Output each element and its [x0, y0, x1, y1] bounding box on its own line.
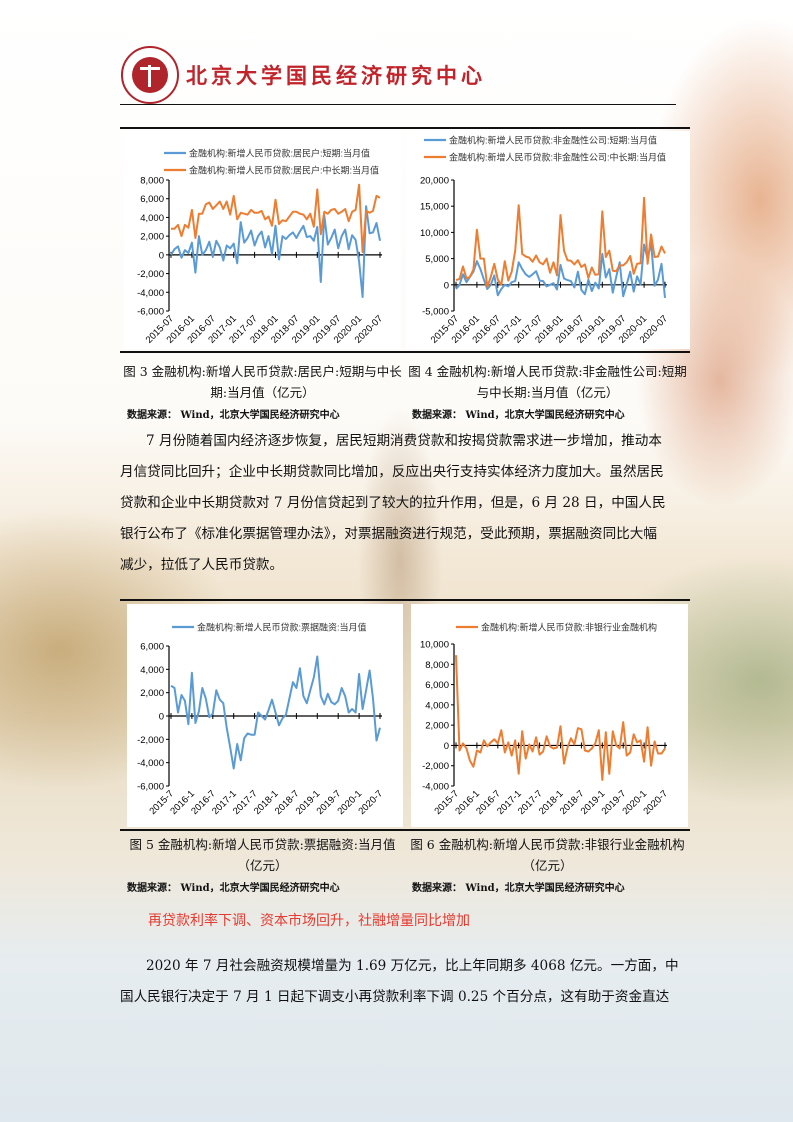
chart-fig4: 20,000 15,000 10,000 5,000 0 -5,000 2015-07 201…: [406, 131, 690, 349]
series-line: [455, 655, 666, 781]
y-tick-label: 6,000: [425, 680, 449, 691]
figure-bottom-rule: [120, 351, 690, 353]
fig5-source: 数据来源： Wind，北京大学国民经济研究中心: [127, 883, 340, 894]
y-tick-label: 0: [159, 712, 164, 723]
fig6-caption: 图 6 金融机构:新增人民币贷款:非银行业金融机构 （亿元）: [405, 834, 690, 876]
y-tick-label: 0: [444, 741, 449, 752]
chart-fig5: 6,000 4,000 2,000 0 -2,000 -4,000 -6,000 2015-7…: [127, 604, 403, 827]
fig6-source: 数据来源： Wind，北京大学国民经济研究中心: [412, 883, 625, 894]
y-tick-label: 0: [444, 280, 449, 291]
fig4-source: 数据来源： Wind，北京大学国民经济研究中心: [412, 410, 625, 421]
caption-line: 图 3 金融机构:新增人民币贷款:居民户:短期与中长: [123, 364, 402, 379]
fig5-caption: 图 5 金融机构:新增人民币贷款:票据融资:当月值 （亿元）: [120, 834, 405, 876]
y-tick-label: 2,000: [140, 232, 164, 243]
y-tick-label: 20,000: [420, 176, 449, 187]
series-line: [171, 183, 381, 254]
y-tick-label: 2,000: [140, 688, 164, 699]
y-tick-label: -5,000: [422, 307, 449, 318]
y-tick-label: -4,000: [137, 288, 164, 299]
y-tick-label: -4,000: [422, 782, 449, 793]
y-tick-label: 4,000: [140, 213, 164, 224]
peking-university-logo: [121, 46, 179, 104]
fig3-caption: 图 3 金融机构:新增人民币贷款:居民户:短期与中长 期:当月值（亿元）: [120, 361, 405, 403]
y-tick-label: 10,000: [420, 228, 449, 239]
y-tick-label: 8,000: [140, 176, 164, 187]
caption-line: 图 6 金融机构:新增人民币贷款:非银行业金融机构: [410, 837, 685, 852]
y-tick-label: 5,000: [425, 254, 449, 265]
text-line: 2020 年 7 月社会融资规模增量为 1.69 万亿元，比上年同期多 4068…: [146, 958, 679, 974]
text-line: 国人民银行决定于 7 月 1 日起下调支小再贷款利率下调 0.25 个百分点，这…: [120, 989, 670, 1005]
section-heading: 再贷款利率下调、资本市场回升，社融增量同比增加: [148, 913, 470, 929]
y-tick-label: -6,000: [137, 307, 164, 318]
y-tick-label: 10,000: [420, 640, 449, 651]
caption-line: 期:当月值（亿元）: [210, 385, 315, 400]
text-line: 减少，拉低了人民币贷款。: [120, 557, 284, 573]
figure-bottom-rule: [120, 829, 690, 831]
y-tick-label: 4,000: [140, 665, 164, 676]
figure-top-rule: [120, 127, 690, 129]
fig4-caption: 图 4 金融机构:新增人民币贷款:非金融性公司:短期 与中长期:当月值（亿元）: [405, 361, 690, 403]
y-tick-label: 6,000: [140, 194, 164, 205]
legend-label: 金融机构:新增人民币贷款:非金融性公司:中长期:当月值: [449, 152, 666, 163]
figure-top-rule: [120, 599, 690, 601]
legend-label: 金融机构:新增人民币贷款:居民户:短期:当月值: [189, 148, 370, 159]
legend-label: 金融机构:新增人民币贷款:非银行业金融机构: [481, 622, 657, 633]
series-line: [170, 655, 381, 770]
legend-label: 金融机构:新增人民币贷款:非金融性公司:短期:当月值: [449, 135, 657, 146]
series-line: [455, 241, 666, 299]
caption-line: 图 5 金融机构:新增人民币贷款:票据融资:当月值: [129, 837, 396, 852]
text-line: 银行公布了《标准化票据管理办法》，对票据融资进行规范，受此预期，票据融资同比大幅: [120, 526, 657, 542]
y-tick-label: -2,000: [137, 735, 164, 746]
brand-title: 北京大学国民经济研究中心: [186, 63, 486, 88]
text-line: 7 月份随着国内经济逐步恢复，居民短期消费贷款和按揭贷款需求进一步增加，推动本: [146, 433, 662, 449]
header-divider: [120, 104, 676, 105]
text-line: 月信贷同比回升；企业中长期贷款同比增加，反应出央行支持实体经济力度加大。虽然居民: [120, 464, 664, 480]
legend-label: 金融机构:新增人民币贷款:居民户:中长期:当月值: [189, 165, 379, 176]
paragraph-2: 2020 年 7 月社会融资规模增量为 1.69 万亿元，比上年同期多 4068…: [120, 951, 680, 1013]
y-tick-label: -2,000: [137, 269, 164, 280]
caption-line: 与中长期:当月值（亿元）: [476, 385, 619, 400]
y-tick-label: 4,000: [425, 700, 449, 711]
fig3-source: 数据来源： Wind，北京大学国民经济研究中心: [127, 410, 340, 421]
series-line: [170, 205, 381, 298]
y-tick-label: 8,000: [425, 660, 449, 671]
series-line: [455, 196, 666, 288]
chart-fig6: 10,000 8,000 6,000 4,000 2,000 0 -2,000 -4,000 2…: [411, 604, 688, 827]
caption-line: （亿元）: [237, 858, 288, 873]
y-tick-label: -2,000: [422, 761, 449, 772]
chart-fig3: 8,000 6,000 4,000 2,000 0 -2,000 -4,000 -6,000 2…: [124, 131, 401, 349]
y-tick-label: 6,000: [140, 642, 164, 653]
paragraph-1: 7 月份随着国内经济逐步恢复，居民短期消费贷款和按揭贷款需求进一步增加，推动本 …: [120, 426, 680, 581]
y-tick-label: -6,000: [137, 782, 164, 793]
y-tick-label: 2,000: [425, 721, 449, 732]
y-tick-label: 0: [159, 250, 164, 261]
y-tick-label: 15,000: [420, 202, 449, 213]
y-tick-label: -4,000: [137, 758, 164, 769]
text-line: 贷款和企业中长期贷款对 7 月份信贷起到了较大的拉升作用，但是，6 月 28 日…: [120, 495, 666, 511]
caption-line: （亿元）: [522, 858, 573, 873]
caption-line: 图 4 金融机构:新增人民币贷款:非金融性公司:短期: [408, 364, 687, 379]
legend-label: 金融机构:新增人民币贷款:票据融资:当月值: [197, 622, 367, 633]
